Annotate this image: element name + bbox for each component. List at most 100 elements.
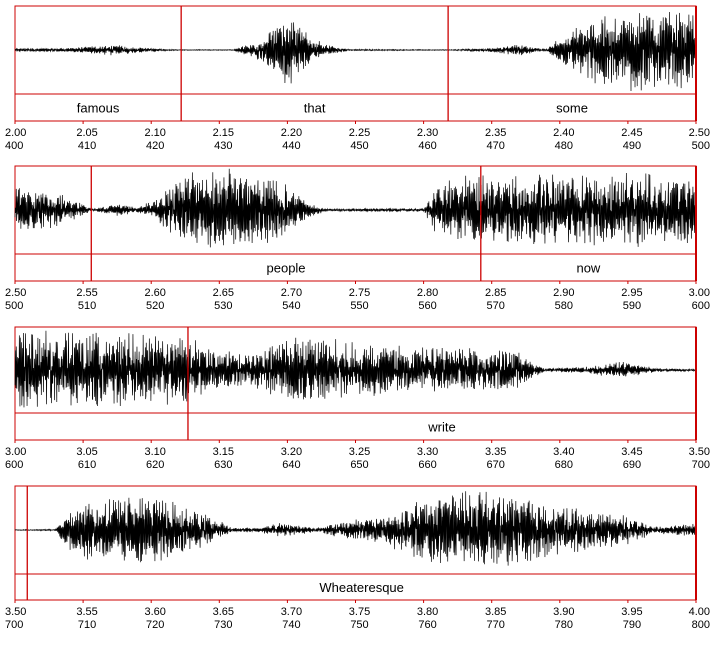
sample-tick-label: 450	[350, 140, 368, 152]
time-tick-label: 3.60	[144, 606, 165, 618]
word-label: people	[267, 261, 306, 276]
time-tick-label: 3.55	[76, 606, 97, 618]
sample-tick-label: 470	[487, 140, 505, 152]
word-label: that	[304, 101, 326, 116]
sample-tick-label: 690	[623, 459, 641, 471]
word-label: famous	[77, 101, 120, 116]
sample-tick-label: 750	[350, 619, 368, 631]
sample-tick-label: 670	[487, 459, 505, 471]
sample-tick-label: 740	[282, 619, 300, 631]
time-tick-label: 2.05	[76, 127, 97, 139]
sample-tick-label: 580	[555, 300, 573, 312]
sample-tick-label: 770	[487, 619, 505, 631]
time-tick-label: 2.95	[621, 287, 642, 299]
sample-tick-label: 520	[146, 300, 164, 312]
time-tick-label: 3.75	[349, 606, 370, 618]
sample-tick-label: 400	[5, 140, 23, 152]
sample-tick-label: 550	[350, 300, 368, 312]
time-tick-label: 3.30	[417, 446, 438, 458]
time-tick-label: 2.75	[349, 287, 370, 299]
time-tick-label: 3.45	[621, 446, 642, 458]
time-tick-label: 3.10	[144, 446, 165, 458]
sample-tick-label: 410	[78, 140, 96, 152]
time-tick-label: 2.10	[144, 127, 165, 139]
time-tick-label: 3.50	[5, 606, 26, 618]
waveform-trace	[14, 330, 697, 408]
word-label: write	[427, 420, 455, 435]
sample-tick-label: 530	[214, 300, 232, 312]
sample-tick-label: 650	[350, 459, 368, 471]
word-tier-frame	[14, 412, 697, 441]
time-tick-label: 3.50	[689, 446, 710, 458]
sample-tick-label: 480	[555, 140, 573, 152]
time-tick-label: 2.50	[5, 287, 26, 299]
time-tick-label: 3.25	[349, 446, 370, 458]
sample-tick-label: 490	[623, 140, 641, 152]
time-tick-label: 3.95	[621, 606, 642, 618]
sample-tick-label: 510	[78, 300, 96, 312]
time-tick-label: 2.60	[144, 287, 165, 299]
sample-tick-label: 760	[418, 619, 436, 631]
time-tick-label: 3.15	[213, 446, 234, 458]
waveform-trace	[14, 168, 697, 248]
sample-tick-label: 640	[282, 459, 300, 471]
time-tick-label: 2.15	[213, 127, 234, 139]
time-tick-label: 3.65	[213, 606, 234, 618]
word-label: now	[576, 261, 600, 276]
sample-tick-label: 540	[282, 300, 300, 312]
time-tick-label: 2.65	[213, 287, 234, 299]
sample-tick-label: 790	[623, 619, 641, 631]
sample-tick-label: 780	[555, 619, 573, 631]
sample-tick-label: 720	[146, 619, 164, 631]
waveform-trace	[14, 11, 697, 92]
waveform-trace	[14, 491, 697, 566]
sample-tick-label: 730	[214, 619, 232, 631]
time-tick-label: 2.50	[689, 127, 710, 139]
time-tick-label: 3.40	[553, 446, 574, 458]
time-tick-label: 3.05	[76, 446, 97, 458]
sample-tick-label: 560	[418, 300, 436, 312]
time-tick-label: 3.35	[485, 446, 506, 458]
time-tick-label: 3.00	[5, 446, 26, 458]
time-tick-label: 2.90	[553, 287, 574, 299]
sample-tick-label: 500	[5, 300, 23, 312]
sample-tick-label: 660	[418, 459, 436, 471]
time-tick-label: 2.45	[621, 127, 642, 139]
time-tick-label: 2.30	[417, 127, 438, 139]
sample-tick-label: 500	[692, 140, 710, 152]
time-tick-label: 3.90	[553, 606, 574, 618]
sample-tick-label: 800	[692, 619, 710, 631]
sample-tick-label: 440	[282, 140, 300, 152]
time-tick-label: 3.85	[485, 606, 506, 618]
time-tick-label: 2.80	[417, 287, 438, 299]
time-tick-label: 4.00	[689, 606, 710, 618]
time-tick-label: 3.20	[281, 446, 302, 458]
sample-tick-label: 610	[78, 459, 96, 471]
sample-tick-label: 680	[555, 459, 573, 471]
time-tick-label: 2.35	[485, 127, 506, 139]
sample-tick-label: 570	[487, 300, 505, 312]
time-tick-label: 2.25	[349, 127, 370, 139]
time-tick-label: 2.70	[281, 287, 302, 299]
time-tick-label: 3.00	[689, 287, 710, 299]
word-label: Wheateresque	[319, 580, 404, 595]
sample-tick-label: 430	[214, 140, 232, 152]
time-tick-label: 3.70	[281, 606, 302, 618]
sample-tick-label: 630	[214, 459, 232, 471]
time-tick-label: 3.80	[417, 606, 438, 618]
sample-tick-label: 620	[146, 459, 164, 471]
sample-tick-label: 700	[5, 619, 23, 631]
sample-tick-label: 700	[692, 459, 710, 471]
time-tick-label: 2.00	[5, 127, 26, 139]
sample-tick-label: 420	[146, 140, 164, 152]
time-tick-label: 2.85	[485, 287, 506, 299]
sample-tick-label: 710	[78, 619, 96, 631]
time-tick-label: 2.20	[281, 127, 302, 139]
sample-tick-label: 600	[692, 300, 710, 312]
time-tick-label: 2.55	[76, 287, 97, 299]
sample-tick-label: 600	[5, 459, 23, 471]
word-label: some	[556, 101, 588, 116]
sample-tick-label: 590	[623, 300, 641, 312]
